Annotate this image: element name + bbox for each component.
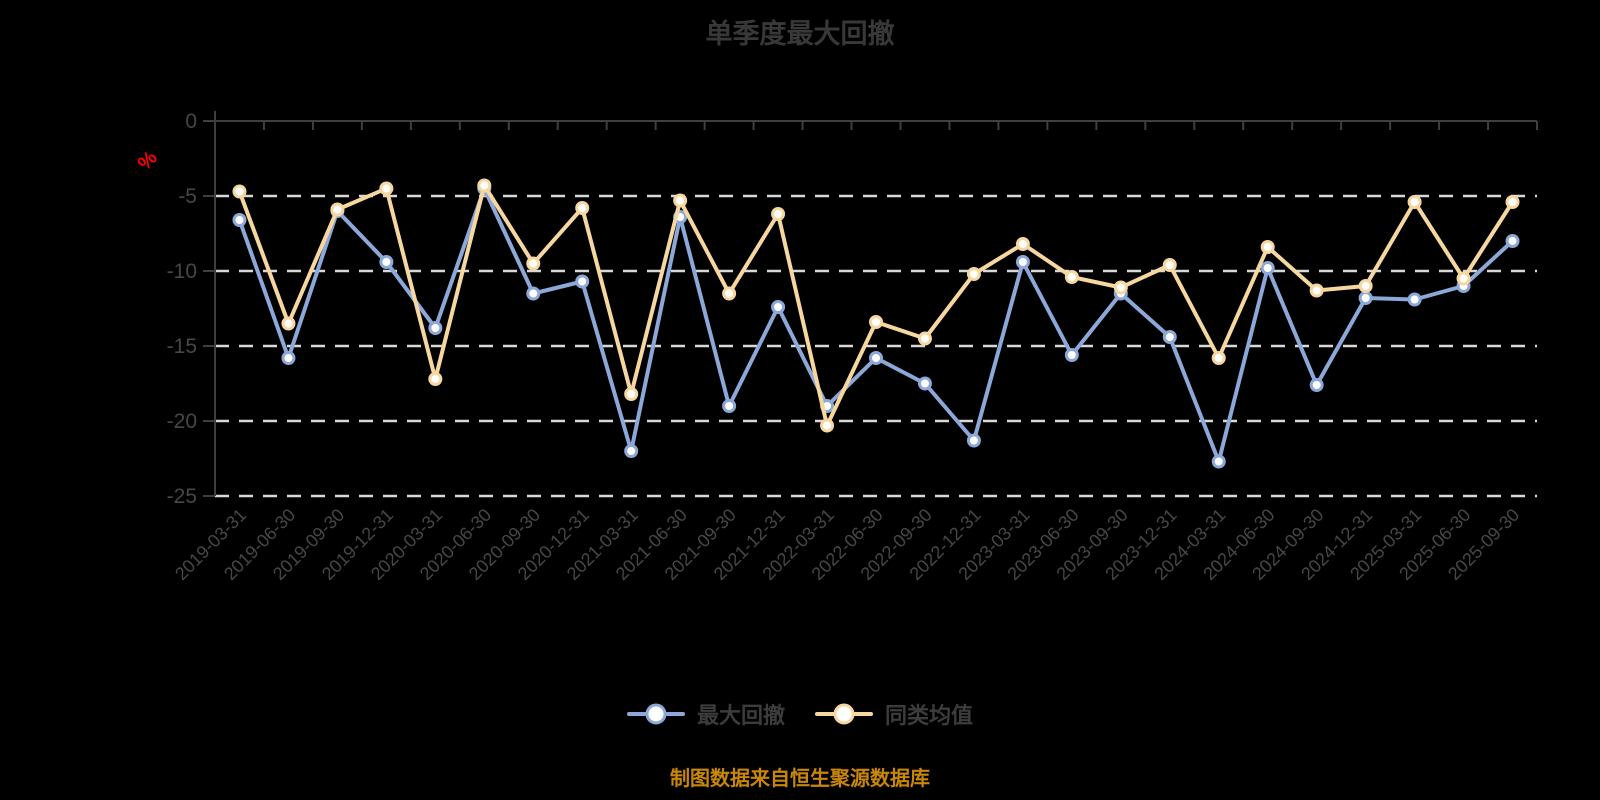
y-gridlines [215,194,1537,498]
y-axis-labels: 0 -5 -10 -15 -20 -25 [167,110,197,508]
legend-label-category-average: 同类均值 [885,703,974,728]
x-axis-labels: 2019-03-312019-06-302019-09-302019-12-31… [171,505,1523,584]
legend-item-max-drawdown[interactable]: 最大回撤 [626,698,785,730]
svg-text:0: 0 [185,110,197,133]
axes [203,111,1538,497]
data-source-note: 制图数据来自恒生聚源数据库 [670,768,930,790]
max-drawdown-line-marker-icon [626,702,685,726]
svg-text:-15: -15 [167,335,197,358]
line-chart-plot: 0 -5 -10 -15 -20 -25% 2019-03-312019-06-302019… [134,110,1538,584]
legend-item-category-average[interactable]: 同类均值 [815,698,973,730]
chart-title: 单季度最大回撤 [705,19,895,49]
svg-text:-20: -20 [167,410,197,433]
legend: 最大回撤 同类均值 [0,698,1600,730]
y-axis-unit-label: % [134,147,162,175]
series-line-category-average-markers[interactable] [232,178,1520,433]
svg-text:-5: -5 [178,185,197,208]
legend-label-max-drawdown: 最大回撤 [696,703,785,728]
category-average-line-marker-icon [815,702,873,726]
svg-text:-25: -25 [167,485,197,508]
svg-text:-10: -10 [167,260,197,283]
